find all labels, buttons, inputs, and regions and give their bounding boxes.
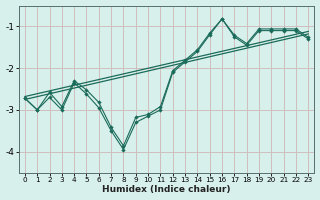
X-axis label: Humidex (Indice chaleur): Humidex (Indice chaleur) — [102, 185, 231, 194]
